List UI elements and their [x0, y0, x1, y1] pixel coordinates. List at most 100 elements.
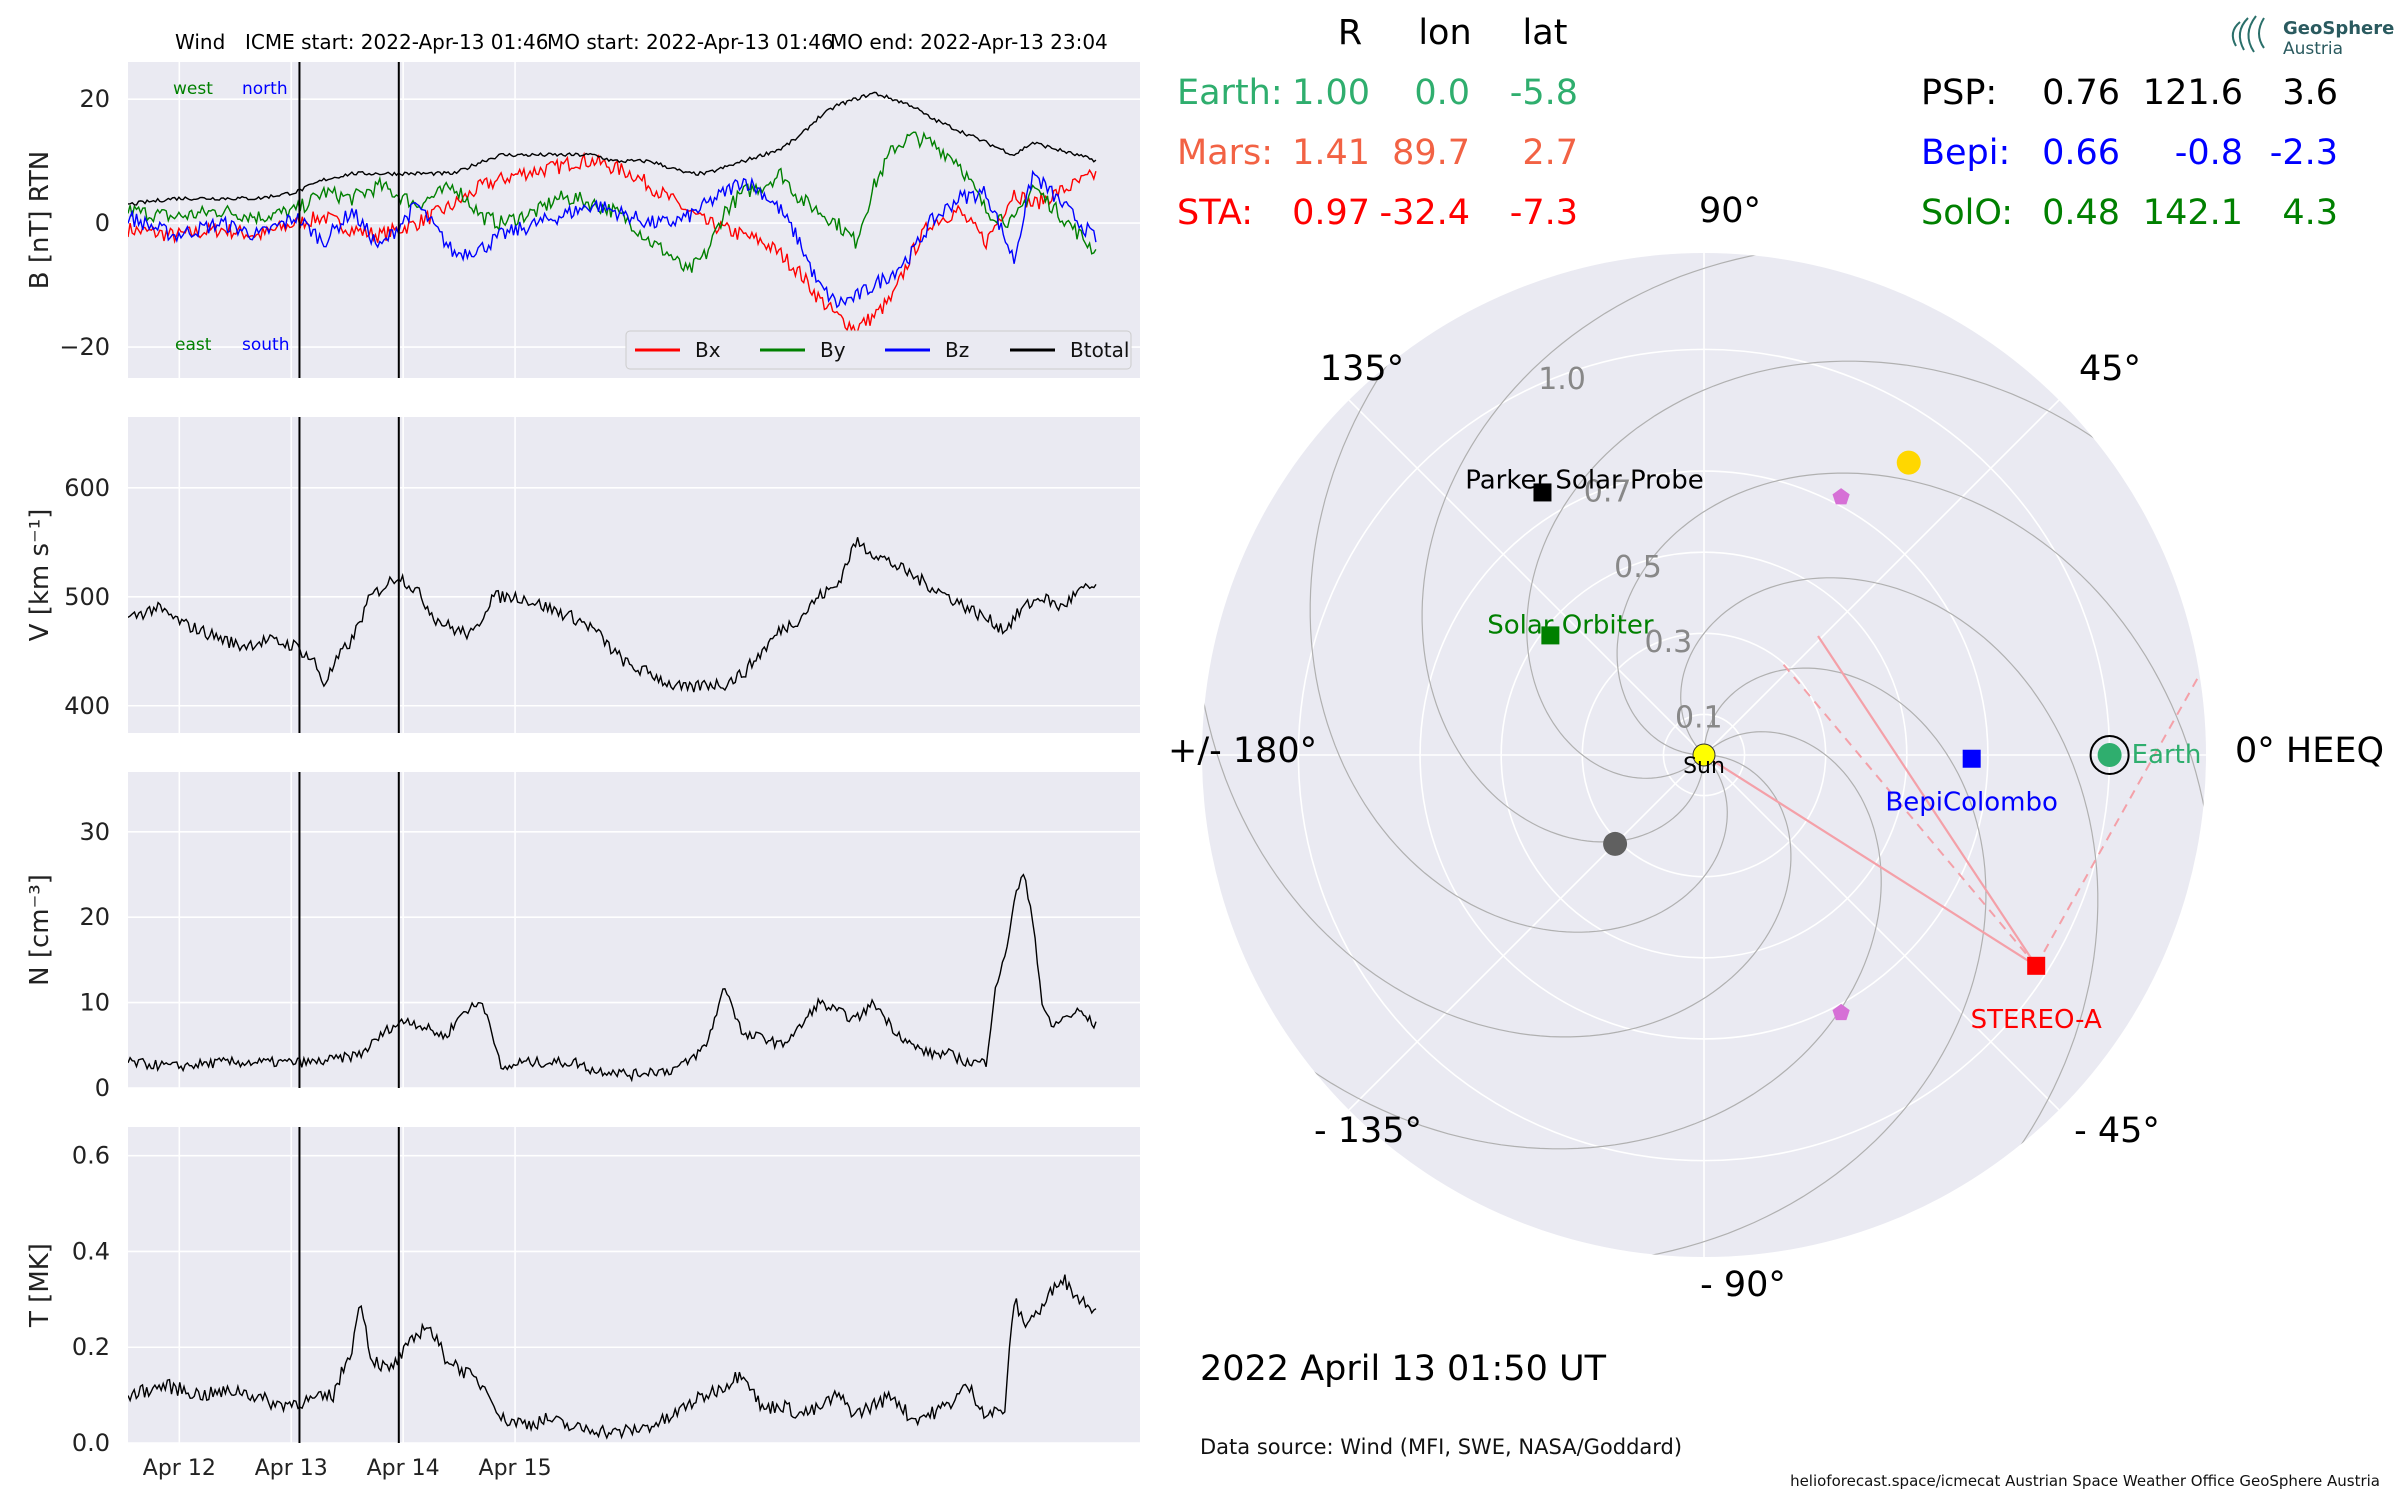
radial-tick-label: 0.5	[1614, 550, 1662, 585]
panel-1: −20 0 20 B [nT] RTN west north east south Bx By Bz…	[25, 62, 1140, 378]
radial-tick-label: 0.1	[1675, 700, 1723, 735]
polar-plot: 0.1 0.3 0.5 0.7 1.0 90° 45° 0° HEEQ - 45° - 90° - …	[1168, 191, 2384, 1305]
radial-tick-label: 1.0	[1538, 362, 1586, 397]
y-tick-label: −20	[59, 333, 110, 361]
y-tick-label: 0.4	[72, 1237, 110, 1265]
x-tick-label: Apr 13	[255, 1456, 328, 1481]
table-row-lat: 4.3	[2282, 193, 2338, 233]
table-header-lat: lat	[1523, 13, 1568, 53]
y-tick-label: 20	[79, 85, 110, 113]
table-row-lon: 89.7	[1392, 133, 1470, 173]
angle-label: 135°	[1320, 349, 1404, 389]
logo-line2: Austria	[2283, 39, 2343, 59]
geosphere-logo: GeoSphere Austria	[2233, 16, 2395, 59]
annotation-south: south	[242, 335, 289, 355]
table-row-lat: -7.3	[1510, 193, 1578, 233]
angle-label: 0° HEEQ	[2235, 731, 2384, 771]
table-row-r: 1.41	[1292, 133, 1370, 173]
y-axis-label: B [nT] RTN	[25, 151, 55, 290]
table-row-r: 1.00	[1292, 73, 1370, 113]
table-row-name: STA:	[1177, 193, 1253, 233]
earth-marker	[2098, 743, 2122, 767]
bepicolombo-label: BepiColombo	[1885, 788, 2058, 818]
solar-orbiter-label: Solar Orbiter	[1487, 610, 1654, 640]
table-row-r: 0.76	[2042, 73, 2120, 113]
angle-label: 90°	[1699, 191, 1761, 231]
logo-icon	[2233, 16, 2264, 52]
spacecraft-label: Wind	[175, 30, 225, 54]
panel-background	[128, 1127, 1140, 1443]
table-row-name: Bepi:	[1921, 133, 2010, 173]
y-tick-label: 500	[64, 583, 110, 611]
table-row-r: 0.66	[2042, 133, 2120, 173]
angle-label: - 45°	[2074, 1111, 2160, 1151]
parker-solar-probe-label: Parker Solar Probe	[1465, 465, 1703, 495]
legend-label-bx: Bx	[695, 338, 721, 362]
table-row-name: SolO:	[1921, 193, 2013, 233]
angle-label: 45°	[2079, 349, 2141, 389]
table-header-r: R	[1338, 13, 1362, 53]
sun-label: Sun	[1683, 754, 1725, 779]
timeseries-panels: −20 0 20 B [nT] RTN west north east south Bx By Bz…	[25, 62, 1140, 1481]
y-tick-label: 10	[79, 989, 110, 1017]
angle-label: - 135°	[1314, 1111, 1422, 1151]
table-row-r: 0.97	[1292, 193, 1370, 233]
y-tick-label: 20	[79, 903, 110, 931]
y-tick-label: 0	[95, 1074, 110, 1102]
y-tick-label: 0	[95, 209, 110, 237]
earth-label: Earth	[2132, 740, 2202, 770]
table-row-r: 0.48	[2042, 193, 2120, 233]
legend-label-by: By	[820, 338, 846, 362]
y-axis-label: N [cm⁻³]	[25, 874, 55, 986]
table-row-lat: -2.3	[2270, 133, 2338, 173]
angle-label: +/- 180°	[1168, 731, 1317, 771]
table-row-name: Earth:	[1177, 73, 1283, 113]
data-source-label: Data source: Wind (MFI, SWE, NASA/Goddar…	[1200, 1435, 1682, 1459]
logo-line1: GeoSphere	[2283, 18, 2394, 39]
legend-label-btotal: Btotal	[1070, 338, 1129, 362]
panel-2: 400 500 600 V [km s⁻¹]	[25, 417, 1140, 733]
y-tick-label: 0.0	[72, 1429, 110, 1457]
table-header-lon: lon	[1418, 13, 1471, 53]
table-row-lat: 2.7	[1522, 133, 1578, 173]
table-row-lon: -32.4	[1379, 193, 1470, 233]
table-row-name: PSP:	[1921, 73, 1997, 113]
x-tick-label: Apr 14	[367, 1456, 440, 1481]
credits-label: helioforecast.space/icmecat Austrian Spa…	[1790, 1472, 2380, 1490]
table-row-lon: -0.8	[2175, 133, 2243, 173]
mo-end-label: MO end: 2022-Apr-13 23:04	[830, 30, 1108, 54]
legend: Bx By Bz Btotal	[626, 331, 1131, 369]
stereo-a-label: STEREO-A	[1971, 1005, 2102, 1035]
panel-3: 0 10 20 30 N [cm⁻³]	[25, 772, 1140, 1102]
annotation-west: west	[173, 79, 213, 99]
stereo-a-marker	[2027, 957, 2045, 975]
icme-start-label: ICME start: 2022-Apr-13 01:46	[245, 30, 548, 54]
y-tick-label: 400	[64, 692, 110, 720]
datetime-label: 2022 April 13 01:50 UT	[1200, 1349, 1607, 1389]
y-tick-label: 30	[79, 818, 110, 846]
y-tick-label: 0.2	[72, 1333, 110, 1361]
y-axis-label: T [MK]	[25, 1243, 55, 1328]
y-tick-label: 600	[64, 474, 110, 502]
table-row-lon: 0.0	[1414, 73, 1470, 113]
table-row-lon: 142.1	[2143, 193, 2243, 233]
bepicolombo-marker	[1963, 750, 1981, 768]
x-tick-label: Apr 12	[143, 1456, 216, 1481]
annotation-north: north	[242, 79, 288, 99]
table-row-lat: 3.6	[2282, 73, 2338, 113]
x-tick-label: Apr 15	[479, 1456, 552, 1481]
mars-marker	[1897, 451, 1921, 475]
angle-label: - 90°	[1700, 1265, 1786, 1305]
y-tick-label: 0.6	[72, 1142, 110, 1170]
table-row-lon: 121.6	[2143, 73, 2243, 113]
y-axis-label: V [km s⁻¹]	[25, 509, 55, 642]
mercury-marker	[1603, 832, 1627, 856]
mo-start-label: MO start: 2022-Apr-13 01:46	[547, 30, 834, 54]
panel-background	[128, 772, 1140, 1088]
table-row-lat: -5.8	[1510, 73, 1578, 113]
panel-background	[128, 417, 1140, 733]
table-row-name: Mars:	[1177, 133, 1273, 173]
annotation-east: east	[175, 335, 212, 355]
legend-label-bz: Bz	[945, 338, 969, 362]
